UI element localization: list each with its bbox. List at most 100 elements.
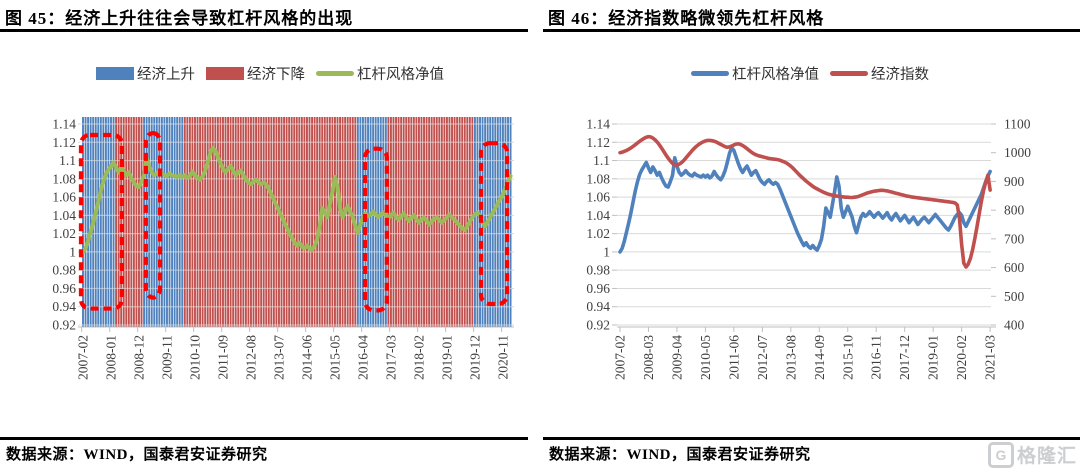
- x-axis-labels: 2007-02 2008-03 2009-04 2010-05 2011-06 2012-…: [613, 335, 998, 380]
- svg-text:2012-07: 2012-07: [755, 335, 770, 380]
- svg-text:1.08: 1.08: [52, 171, 76, 186]
- fig45-legend-item-0: 经济上升: [96, 63, 195, 84]
- svg-text:2007-02: 2007-02: [76, 335, 91, 380]
- svg-text:2019-01: 2019-01: [439, 335, 454, 380]
- fig45-legend-item-1: 经济下降: [206, 63, 305, 84]
- fig45-legend-swatch-2: [316, 71, 354, 76]
- svg-text:2017-03: 2017-03: [383, 335, 398, 380]
- svg-text:1.02: 1.02: [586, 226, 610, 241]
- svg-text:2020-11: 2020-11: [495, 335, 510, 380]
- figure-45-bottom-rule: [0, 437, 528, 440]
- x-axis: [78, 326, 514, 332]
- leverage-nav-line: [81, 145, 513, 254]
- svg-text:1: 1: [69, 244, 76, 259]
- y-axis-labels: 1.14 1.12 1.1 1.08 1.06 1.04 1.02 1 0.98 0.96 0.94…: [52, 117, 76, 333]
- svg-text:600: 600: [1004, 260, 1025, 275]
- svg-text:2013-07: 2013-07: [271, 335, 286, 380]
- leverage-nav-line: [618, 145, 992, 254]
- svg-text:0.98: 0.98: [586, 263, 610, 278]
- svg-text:1000: 1000: [1004, 145, 1031, 160]
- fig45-legend-label-2: 杠杆风格净值: [357, 67, 444, 83]
- svg-text:2010-05: 2010-05: [698, 335, 713, 380]
- figure-45-title: 图 45：经济上升往往会导致杠杆风格的出现: [5, 9, 354, 28]
- svg-text:1.12: 1.12: [586, 135, 610, 150]
- svg-text:2007-02: 2007-02: [613, 335, 628, 380]
- svg-text:2016-04: 2016-04: [355, 335, 370, 380]
- svg-text:0.94: 0.94: [52, 299, 76, 314]
- figure-46-title-rule: [543, 29, 1080, 32]
- highlight-boxes: [78, 131, 510, 313]
- svg-text:2021-03: 2021-03: [983, 335, 998, 380]
- svg-text:2016-11: 2016-11: [869, 335, 884, 380]
- svg-text:2009-11: 2009-11: [159, 335, 174, 380]
- svg-text:1.04: 1.04: [586, 208, 610, 223]
- fig46-legend-item-1: 经济指数: [830, 63, 929, 84]
- figure-46-bottom-rule: [543, 437, 1080, 440]
- fig45-legend-label-1: 经济下降: [247, 67, 305, 83]
- gelonghui-logo: G 格隆汇: [987, 441, 1077, 468]
- svg-text:1.14: 1.14: [52, 117, 76, 132]
- svg-text:2010-10: 2010-10: [187, 335, 202, 380]
- svg-text:2008-01: 2008-01: [103, 335, 118, 380]
- svg-text:1.06: 1.06: [586, 190, 610, 205]
- svg-text:1.1: 1.1: [593, 153, 610, 168]
- svg-text:1100: 1100: [1004, 117, 1031, 132]
- fig45-legend-label-0: 经济上升: [137, 67, 195, 83]
- svg-text:1.08: 1.08: [586, 171, 610, 186]
- svg-text:0.96: 0.96: [586, 281, 610, 296]
- svg-text:1.14: 1.14: [586, 117, 610, 132]
- figure-46-legend: 杠杆风格净值 经济指数: [540, 63, 1080, 84]
- figure-45-title-rule: [0, 29, 528, 32]
- fig46-legend-label-0: 杠杆风格净值: [732, 67, 819, 83]
- svg-text:2019-01: 2019-01: [926, 335, 941, 380]
- fig46-legend-item-0: 杠杆风格净值: [691, 63, 819, 84]
- svg-text:2012-08: 2012-08: [243, 335, 258, 380]
- svg-text:2009-04: 2009-04: [669, 335, 684, 380]
- svg-text:0.96: 0.96: [52, 281, 76, 296]
- x-axis-labels: 2007-02 2008-01 2008-12 2009-11 2010-10 2011-…: [76, 335, 511, 380]
- svg-text:2011-06: 2011-06: [726, 335, 741, 380]
- svg-text:700: 700: [1004, 231, 1025, 246]
- figure-46-panel: 图 46：经济指数略微领先杠杆风格 杠杆风格净值 经济指数 1.14 1.12 1.1…: [540, 0, 1080, 470]
- economic-index-line: [618, 134, 992, 269]
- svg-text:2020-02: 2020-02: [954, 335, 969, 380]
- svg-text:1: 1: [603, 244, 610, 259]
- y-axis-left-labels: 1.14 1.12 1.1 1.08 1.06 1.04 1.02 1 0.98 0.96 0.94…: [586, 117, 610, 333]
- svg-text:2015-05: 2015-05: [327, 335, 342, 380]
- svg-text:2015-10: 2015-10: [840, 335, 855, 380]
- svg-text:1.12: 1.12: [52, 135, 76, 150]
- svg-text:2008-03: 2008-03: [641, 335, 656, 380]
- figure-45-panel: 图 45：经济上升往往会导致杠杆风格的出现 经济上升 经济下降 杠杆风格净值 1.1…: [0, 9, 540, 463]
- svg-text:2013-08: 2013-08: [783, 335, 798, 380]
- axes-ticks: [612, 123, 996, 332]
- figure-45-source-note: 数据来源：WIND，国泰君安证券研究: [6, 447, 268, 463]
- svg-text:2014-06: 2014-06: [299, 335, 314, 380]
- svg-text:1.02: 1.02: [52, 226, 76, 241]
- svg-text:1.04: 1.04: [52, 208, 76, 223]
- gridlines: [617, 123, 991, 326]
- figure-45-legend: 经济上升 经济下降 杠杆风格净值: [0, 63, 540, 84]
- fig45-legend-swatch-1: [206, 67, 244, 80]
- gelonghui-logo-text: 格隆汇: [1016, 446, 1077, 467]
- figure-45-chart: 1.14 1.12 1.1 1.08 1.06 1.04 1.02 1 0.98 0.96 0.94…: [52, 117, 514, 380]
- fig46-legend-swatch-0: [691, 71, 729, 76]
- fig46-legend-label-1: 经济指数: [871, 67, 929, 83]
- fig46-legend-swatch-1: [830, 71, 868, 76]
- svg-text:2017-12: 2017-12: [897, 335, 912, 380]
- fig45-legend-item-2: 杠杆风格净值: [316, 63, 444, 84]
- gridline-streaks: [80, 123, 512, 326]
- svg-text:400: 400: [1004, 318, 1025, 333]
- svg-text:1.1: 1.1: [59, 153, 76, 168]
- figure-46-title: 图 46：经济指数略微领先杠杆风格: [548, 9, 825, 28]
- figure-46-chart: 1.14 1.12 1.1 1.08 1.06 1.04 1.02 1 0.98 0.96 0.94…: [586, 117, 1031, 381]
- svg-text:0.92: 0.92: [52, 318, 76, 333]
- svg-text:500: 500: [1004, 289, 1025, 304]
- svg-text:900: 900: [1004, 174, 1025, 189]
- svg-text:1.06: 1.06: [52, 190, 76, 205]
- svg-text:2014-09: 2014-09: [812, 335, 827, 380]
- svg-text:800: 800: [1004, 203, 1025, 218]
- svg-text:2011-09: 2011-09: [215, 335, 230, 380]
- svg-text:0.92: 0.92: [586, 318, 610, 333]
- svg-text:2018-02: 2018-02: [411, 335, 426, 380]
